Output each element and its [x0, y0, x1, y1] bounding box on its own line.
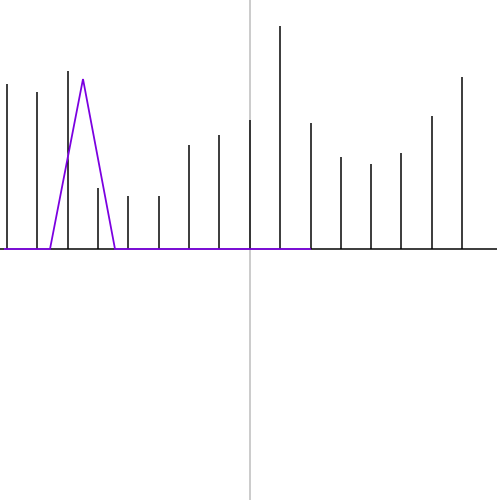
line: [4, 78, 311, 250]
